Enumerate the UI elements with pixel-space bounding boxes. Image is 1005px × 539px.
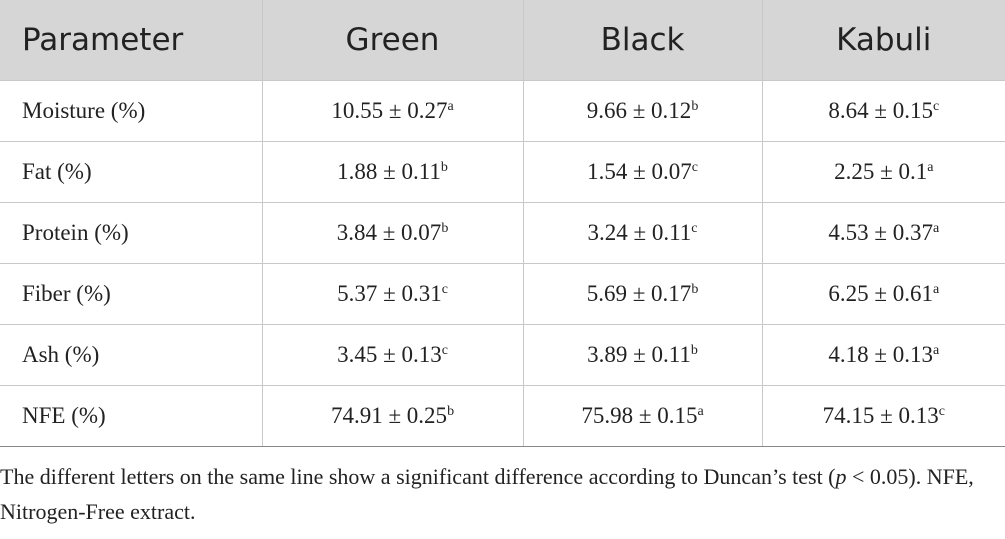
table-cell: 1.88 ± 0.11b (261, 141, 523, 203)
table-cell: 3.89 ± 0.11b (522, 324, 762, 386)
cell-text: 4.53 ± 0.37 (828, 220, 933, 245)
significance-letter: b (691, 99, 699, 114)
cell-text: 3.45 ± 0.13 (337, 342, 442, 367)
cell-text: Fat (%) (22, 159, 92, 184)
footnote-text: < 0.05). NFE, Nitrogen-Free extract. (0, 464, 974, 524)
table-row: Moisture (%) 10.55 ± 0.27a 9.66 ± 0.12b 8.6… (0, 80, 1005, 142)
cell-text: 74.91 ± 0.25 (330, 403, 448, 428)
table-body: Moisture (%) 10.55 ± 0.27a 9.66 ± 0.12b 8.6… (0, 80, 1005, 447)
table-row: Protein (%) 3.84 ± 0.07b 3.24 ± 0.11c 4.53 … (0, 202, 1005, 264)
cell-text: 2.25 ± 0.1 (834, 159, 928, 184)
table-cell: 75.98 ± 0.15a (522, 385, 762, 447)
table-cell: 10.55 ± 0.27a (261, 80, 523, 142)
significance-letter: c (938, 404, 945, 419)
significance-letter: c (691, 221, 698, 236)
significance-letter: a (932, 343, 940, 358)
significance-letter: c (441, 343, 448, 358)
table-cell: Fiber (%) (0, 263, 262, 325)
table-row: Fat (%) 1.88 ± 0.11b 1.54 ± 0.07c 2.25 ± 0.… (0, 141, 1005, 203)
table-cell: 5.37 ± 0.31c (261, 263, 523, 325)
header-cell: Black (522, 0, 762, 81)
cell-text: 6.25 ± 0.61 (828, 281, 933, 306)
cell-text: 1.88 ± 0.11 (337, 159, 441, 184)
table-row: Ash (%) 3.45 ± 0.13c 3.89 ± 0.11b 4.18 ± 0.… (0, 324, 1005, 386)
table-cell: 8.64 ± 0.15c (761, 80, 1005, 142)
significance-letter: b (691, 282, 699, 297)
significance-letter: c (691, 160, 698, 175)
cell-text: 10.55 ± 0.27 (331, 98, 448, 123)
table-cell: Moisture (%) (0, 80, 262, 142)
header-cell: Kabuli (761, 0, 1005, 81)
cell-text: 3.84 ± 0.07 (336, 220, 442, 245)
cell-text: 8.64 ± 0.15 (828, 98, 933, 123)
header-cell: Parameter (0, 0, 262, 81)
cell-text: 9.66 ± 0.12 (586, 98, 692, 123)
footnote: The different letters on the same line s… (0, 459, 1005, 529)
significance-letter: a (447, 99, 454, 114)
table-cell: 3.24 ± 0.11c (522, 202, 762, 264)
cell-text: 3.24 ± 0.11 (587, 220, 692, 245)
table-cell: 74.15 ± 0.13c (761, 385, 1005, 447)
cell-text: 5.37 ± 0.31 (337, 281, 442, 306)
significance-letter: a (932, 221, 940, 236)
significance-letter: a (697, 404, 704, 419)
cell-text: 5.69 ± 0.17 (586, 281, 692, 306)
table-cell: 5.69 ± 0.17b (522, 263, 762, 325)
data-table: Parameter Green Black Kabuli Moisture (%) 10… (0, 0, 1005, 447)
significance-letter: c (932, 99, 940, 114)
table-cell: 9.66 ± 0.12b (522, 80, 762, 142)
table-cell: NFE (%) (0, 385, 262, 447)
table-cell: 74.91 ± 0.25b (261, 385, 523, 447)
table-cell: 6.25 ± 0.61a (761, 263, 1005, 325)
cell-text: 74.15 ± 0.13 (822, 403, 939, 428)
cell-text: Fiber (%) (22, 281, 111, 306)
table-cell: 4.18 ± 0.13a (761, 324, 1005, 386)
significance-letter: b (440, 160, 448, 175)
footnote-text: The different letters on the same line s… (0, 464, 836, 489)
significance-letter: a (932, 282, 940, 297)
cell-text: Protein (%) (22, 220, 129, 245)
table-cell: 3.45 ± 0.13c (261, 324, 523, 386)
cell-text: 3.89 ± 0.11 (587, 342, 691, 367)
cell-text: NFE (%) (22, 403, 106, 428)
table-cell: 3.84 ± 0.07b (261, 202, 523, 264)
cell-text: 4.18 ± 0.13 (828, 342, 933, 367)
table-header: Parameter Green Black Kabuli (0, 0, 1005, 81)
cell-text: 75.98 ± 0.15 (581, 403, 698, 428)
table-cell: Protein (%) (0, 202, 262, 264)
cell-text: Ash (%) (22, 342, 100, 367)
table-cell: Ash (%) (0, 324, 262, 386)
significance-letter: b (447, 404, 455, 419)
significance-letter: b (690, 343, 698, 358)
header-cell: Green (261, 0, 523, 81)
table-row: NFE (%) 74.91 ± 0.25b 75.98 ± 0.15a 74.15 ±… (0, 385, 1005, 447)
footnote-italic: p (835, 464, 847, 489)
table-cell: Fat (%) (0, 141, 262, 203)
significance-letter: b (441, 221, 449, 236)
significance-letter: a (927, 160, 934, 175)
table-cell: 1.54 ± 0.07c (522, 141, 762, 203)
cell-text: Moisture (%) (22, 98, 146, 123)
cell-text: 1.54 ± 0.07 (587, 159, 692, 184)
significance-letter: c (441, 282, 448, 297)
table-row: Fiber (%) 5.37 ± 0.31c 5.69 ± 0.17b 6.25 ± … (0, 263, 1005, 325)
table-cell: 2.25 ± 0.1a (761, 141, 1005, 203)
header-row: Parameter Green Black Kabuli (0, 0, 1005, 81)
table-cell: 4.53 ± 0.37a (761, 202, 1005, 264)
